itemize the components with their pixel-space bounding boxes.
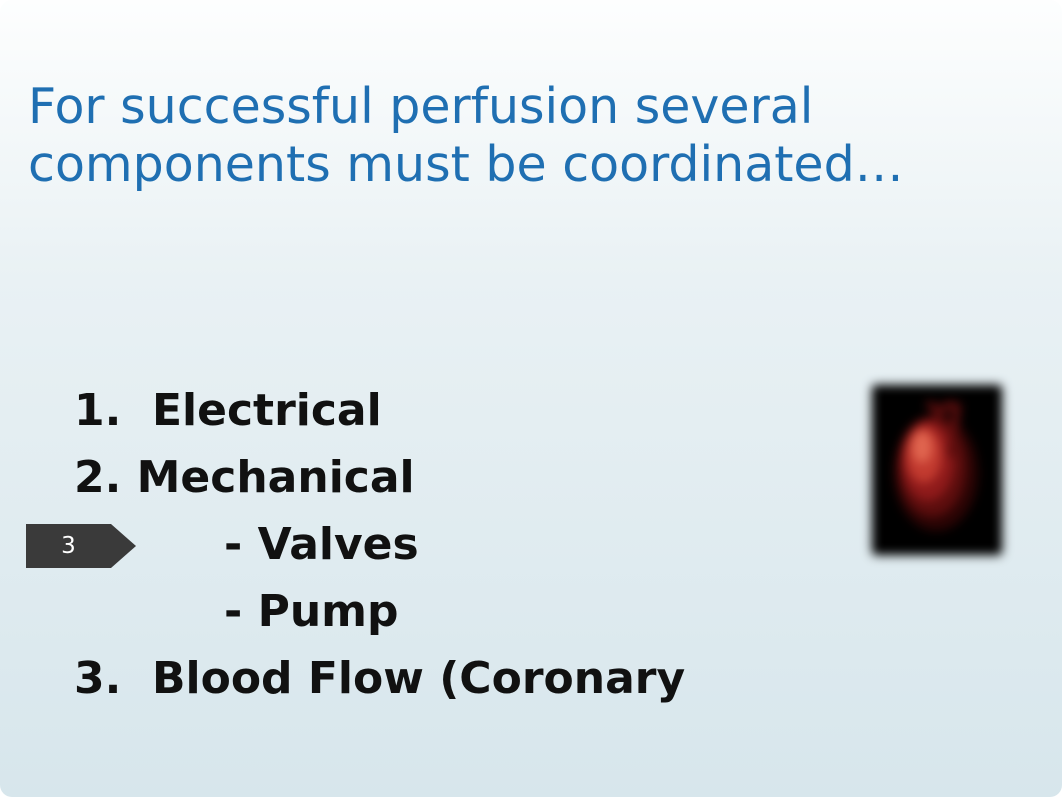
page-number: 3: [26, 524, 111, 568]
bullet-1: 1. Electrical: [74, 378, 854, 445]
heart-image-icon: [872, 385, 1002, 555]
presentation-slide: For successful perfusion several compone…: [0, 0, 1062, 797]
page-number-marker: 3: [26, 524, 136, 568]
bullet-2b: - Pump: [74, 579, 854, 646]
bullet-3: 3. Blood Flow (Coronary: [74, 646, 854, 713]
bullet-2: 2. Mechanical: [74, 445, 854, 512]
slide-title: For successful perfusion several compone…: [28, 78, 988, 194]
slide-body: 1. Electrical 2. Mechanical - Valves - P…: [74, 378, 854, 712]
bullet-2a: - Valves: [74, 512, 854, 579]
